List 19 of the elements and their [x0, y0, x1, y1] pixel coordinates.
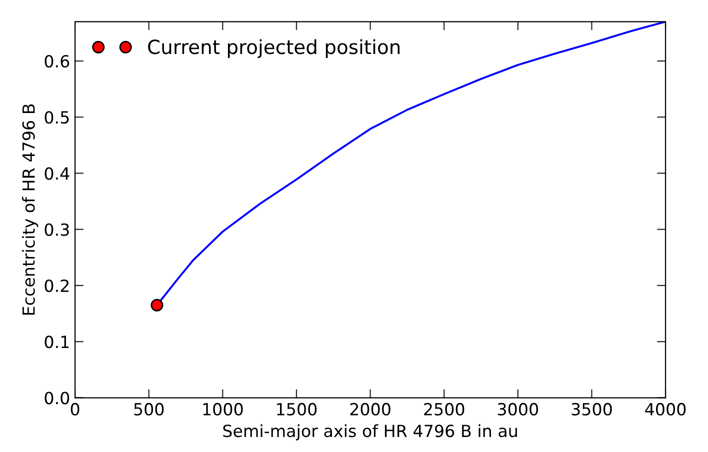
x-tick-label: 2500 [424, 402, 464, 416]
y-tick-label: 0.0 [44, 392, 70, 404]
y-tick-label: 0.6 [44, 54, 70, 68]
y-tick-label: 0.3 [44, 223, 69, 236]
x-tick-label: 3000 [498, 402, 538, 416]
y-tick-label: 0.5 [44, 111, 69, 124]
y-tick-label: 0.2 [44, 279, 69, 292]
x-tick-label: 0 [70, 402, 80, 416]
legend-label: Current projected position [148, 39, 400, 58]
x-tick-label: 500 [134, 402, 164, 416]
x-tick-label: 2000 [350, 402, 390, 416]
y-tick-label: 0.1 [44, 336, 69, 348]
x-tick-label: 3500 [572, 402, 612, 416]
y-tick-label: 0.4 [44, 167, 70, 180]
x-tick-label: 1000 [203, 402, 243, 416]
y-axis-title: Eccentricity of HR 4796 B [22, 104, 38, 315]
x-tick-label: 1500 [277, 402, 317, 416]
x-tick-label: 4000 [645, 402, 686, 416]
x-axis-title: Semi-major axis of HR 4796 B in au [223, 424, 517, 440]
